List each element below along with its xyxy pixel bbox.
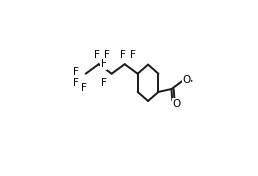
Text: F: F: [94, 50, 100, 60]
Text: F: F: [103, 50, 109, 60]
Text: F: F: [73, 78, 79, 88]
Text: F: F: [130, 50, 135, 60]
Text: F: F: [73, 67, 79, 77]
Text: F: F: [81, 83, 87, 93]
Text: O: O: [173, 99, 181, 109]
Text: O: O: [182, 75, 190, 84]
Text: F: F: [120, 50, 126, 60]
Text: F: F: [101, 78, 107, 88]
Text: F: F: [101, 59, 107, 69]
